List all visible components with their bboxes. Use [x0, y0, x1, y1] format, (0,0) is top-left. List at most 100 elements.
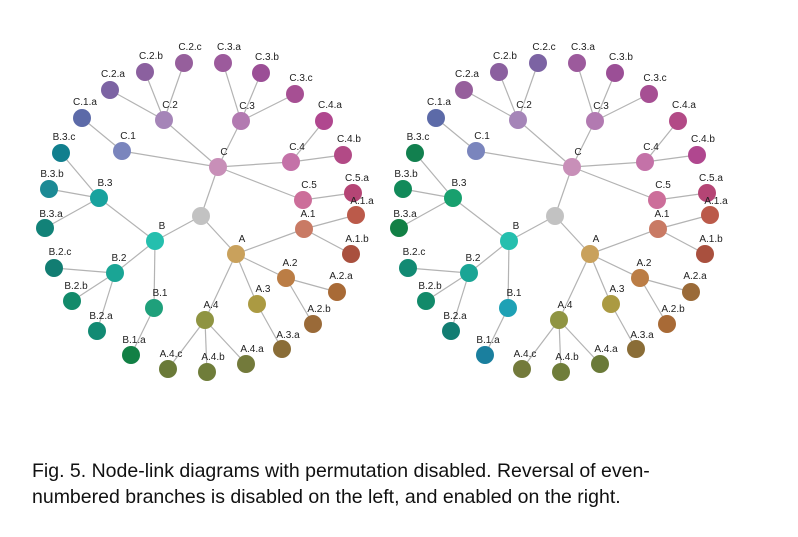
- node-c-4-b: [688, 146, 706, 164]
- nodes: [36, 54, 365, 381]
- node-a: [581, 245, 599, 263]
- node-a-4-b: [198, 363, 216, 381]
- node-label: C.4: [643, 142, 659, 153]
- node-b: [500, 232, 518, 250]
- edge-C-C.4: [217, 161, 292, 168]
- edge-A.4-A.4.c: [167, 319, 206, 370]
- node-label: C.4.b: [691, 134, 715, 145]
- node-c-1: [113, 142, 131, 160]
- diagram-left: A A.1 A.1.a A.1.b A.2 A.2.a A.2.b A.3 A.3.a A.4 A.…: [36, 42, 374, 381]
- node-c-2-a: [455, 81, 473, 99]
- node-label: A.3.a: [276, 330, 300, 341]
- node-label: C.4: [289, 142, 305, 153]
- node-c-5: [648, 191, 666, 209]
- figure-caption: Fig. 5. Node-link diagrams with permutat…: [32, 458, 772, 510]
- edge-B.2-B.2.a: [450, 272, 470, 332]
- node-c-2: [509, 111, 527, 129]
- node-c-3: [586, 112, 604, 130]
- node-label: B.3.a: [393, 209, 417, 220]
- node-b-2-b: [417, 292, 435, 310]
- node-label: C.2.a: [101, 69, 125, 80]
- node-a-1-a: [701, 206, 719, 224]
- diagram-right: A A.1 A.1.a A.1.b A.2 A.2.a A.2.b A.3 A.3.a A.4 A.…: [390, 42, 728, 381]
- node-label: C.1: [474, 131, 490, 142]
- edge-B.2-B.2.c: [53, 267, 116, 274]
- node-label: A.2.b: [661, 304, 685, 315]
- node-label: C.1.a: [427, 97, 451, 108]
- edge-A.4-A.4.a: [558, 319, 601, 365]
- node-b-3-a: [390, 219, 408, 237]
- node-b-2-c: [399, 259, 417, 277]
- node-b-1: [499, 299, 517, 317]
- node-c-2-c: [529, 54, 547, 72]
- node-label: A.2: [282, 258, 297, 269]
- node-root: [546, 207, 564, 225]
- node-a-1-a: [347, 206, 365, 224]
- edge-B-B.3: [98, 197, 156, 242]
- node-b-3-a: [36, 219, 54, 237]
- edge-C.2-C.2.c: [517, 62, 539, 121]
- edge-A-A.1: [589, 228, 659, 255]
- node-c-1-a: [73, 109, 91, 127]
- node-label: B.2: [465, 253, 480, 264]
- node-label: B: [159, 221, 166, 232]
- node-c-2-b: [136, 63, 154, 81]
- edge-C.2-C.2.a: [463, 89, 519, 121]
- edge-A-A.3: [589, 253, 612, 305]
- node-c-3-a: [214, 54, 232, 72]
- node-label: B.3.b: [394, 169, 418, 180]
- edge-C.2-C.2.a: [109, 89, 165, 121]
- node-b-2-a: [442, 322, 460, 340]
- node-b-1-a: [122, 346, 140, 364]
- node-label: C.3.c: [643, 73, 666, 84]
- node-label: B.3: [451, 178, 466, 189]
- node-b-1-a: [476, 346, 494, 364]
- node-label: A.3.a: [630, 330, 654, 341]
- edge-B-B.3: [452, 197, 510, 242]
- node-label: B.1: [152, 288, 167, 299]
- edge-C.3-C.3.a: [576, 62, 596, 122]
- node-label: A.1: [300, 209, 315, 220]
- edge-C.3-C.3.c: [240, 93, 296, 122]
- node-a-2-a: [682, 283, 700, 301]
- node-label: C.4.b: [337, 134, 361, 145]
- node-b-2-b: [63, 292, 81, 310]
- node-label: A.1.a: [350, 196, 374, 207]
- node-label: A.1: [654, 209, 669, 220]
- node-c-3: [232, 112, 250, 130]
- node-a-2: [631, 269, 649, 287]
- edge-A-A.2: [589, 253, 641, 279]
- node-a-2-b: [304, 315, 322, 333]
- node-label: B.2.a: [443, 311, 467, 322]
- edge-B-B.1: [153, 240, 156, 309]
- node-label: C.2.a: [455, 69, 479, 80]
- edge-A-A.4: [558, 253, 591, 321]
- edge-C.3-C.3.c: [594, 93, 650, 122]
- node-c: [563, 158, 581, 176]
- node-label: A.4.c: [160, 349, 183, 360]
- node-a-1-b: [342, 245, 360, 263]
- edge-A.4-A.4.a: [204, 319, 247, 365]
- edge-C-C.2: [517, 119, 573, 168]
- node-label: A.2.a: [683, 271, 707, 282]
- node-c-5-a: [344, 184, 362, 202]
- node-b-3: [444, 189, 462, 207]
- edge-C-C.1: [475, 150, 573, 168]
- node-label: A.3: [255, 284, 270, 295]
- node-label: C.3: [239, 101, 255, 112]
- node-root: [192, 207, 210, 225]
- node-c-3-b: [606, 64, 624, 82]
- node-c-4-b: [334, 146, 352, 164]
- node-label: A.4.b: [201, 352, 225, 363]
- node-label: A.1.a: [704, 196, 728, 207]
- node-a-4-a: [237, 355, 255, 373]
- node-c-2-a: [101, 81, 119, 99]
- node-label: B.3.c: [53, 132, 76, 143]
- node-label: A.2.b: [307, 304, 331, 315]
- edge-A-A.1: [235, 228, 305, 255]
- node-b-3-b: [40, 180, 58, 198]
- node-label: C.2.c: [532, 42, 555, 53]
- edge-C-C.5: [217, 166, 304, 201]
- node-label: C.5: [655, 180, 671, 191]
- node-label: B.3: [97, 178, 112, 189]
